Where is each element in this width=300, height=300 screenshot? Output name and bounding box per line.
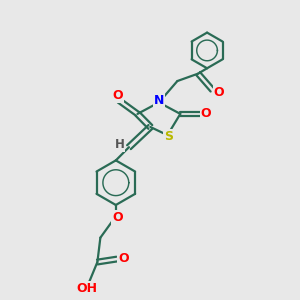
Text: O: O: [112, 211, 123, 224]
Text: S: S: [164, 130, 173, 143]
Text: O: O: [118, 252, 129, 265]
Text: OH: OH: [76, 282, 97, 295]
Text: O: O: [112, 89, 123, 102]
Text: O: O: [214, 86, 224, 99]
Text: H: H: [115, 138, 124, 151]
Text: O: O: [201, 107, 211, 120]
Text: N: N: [154, 94, 164, 107]
